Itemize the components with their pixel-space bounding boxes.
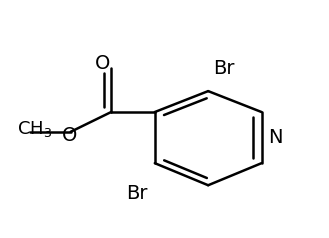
Text: N: N <box>268 128 283 147</box>
Text: CH$_3$: CH$_3$ <box>17 119 53 139</box>
Text: O: O <box>95 54 111 73</box>
Text: Br: Br <box>126 184 148 203</box>
Text: O: O <box>62 126 77 144</box>
Text: Br: Br <box>213 59 235 78</box>
